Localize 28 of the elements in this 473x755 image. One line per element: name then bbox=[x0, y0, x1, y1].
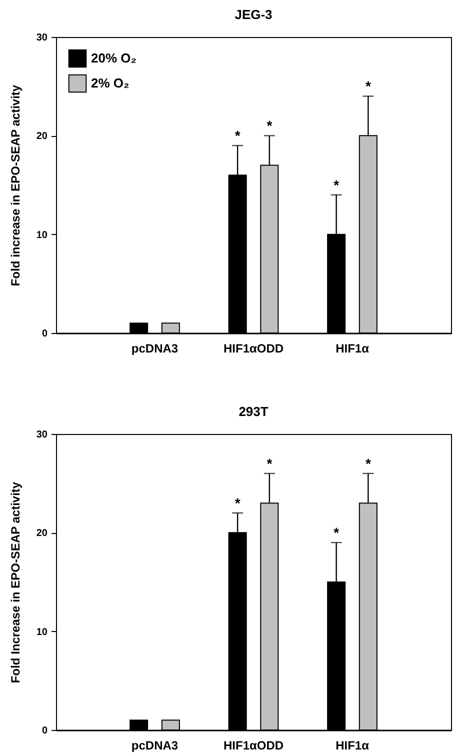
x-tick-label: HIF1αODD bbox=[223, 342, 284, 356]
annotation: * bbox=[334, 176, 340, 193]
y-axis-title: Fold increase in EPO-SEAP activity bbox=[8, 84, 22, 286]
annotation: * bbox=[266, 455, 273, 472]
y-tick-label: 30 bbox=[36, 32, 48, 44]
annotation: * bbox=[234, 494, 241, 511]
annotation: * bbox=[365, 78, 372, 94]
x-tick-label: HIF1αODD bbox=[223, 738, 284, 752]
legend-label: 20% O₂ bbox=[91, 50, 137, 66]
y-tick-label: 0 bbox=[42, 328, 48, 340]
annotation: * bbox=[365, 455, 372, 472]
y-tick-label: 20 bbox=[36, 131, 48, 142]
chart-title: 293T bbox=[238, 404, 268, 419]
y-tick-label: 20 bbox=[36, 528, 48, 540]
annotation: * bbox=[234, 128, 241, 144]
x-tick-label: HIF1α bbox=[336, 738, 370, 752]
y-tick-label: 10 bbox=[36, 230, 48, 241]
y-tick-label: 0 bbox=[42, 726, 48, 736]
x-tick-label: pcDNA3 bbox=[131, 738, 178, 752]
x-tick-label: pcDNA3 bbox=[131, 342, 178, 356]
chart-title: JEG-3 bbox=[234, 7, 272, 22]
y-tick-label: 10 bbox=[36, 626, 48, 638]
annotation: * bbox=[266, 118, 273, 134]
legend-label: 2% O₂ bbox=[91, 76, 130, 90]
y-axis-title: Fold Increase in EPO-SEAP activity bbox=[8, 482, 22, 684]
annotation: * bbox=[334, 524, 340, 541]
y-tick-label: 30 bbox=[36, 430, 48, 440]
x-tick-label: HIF1α bbox=[336, 342, 370, 356]
